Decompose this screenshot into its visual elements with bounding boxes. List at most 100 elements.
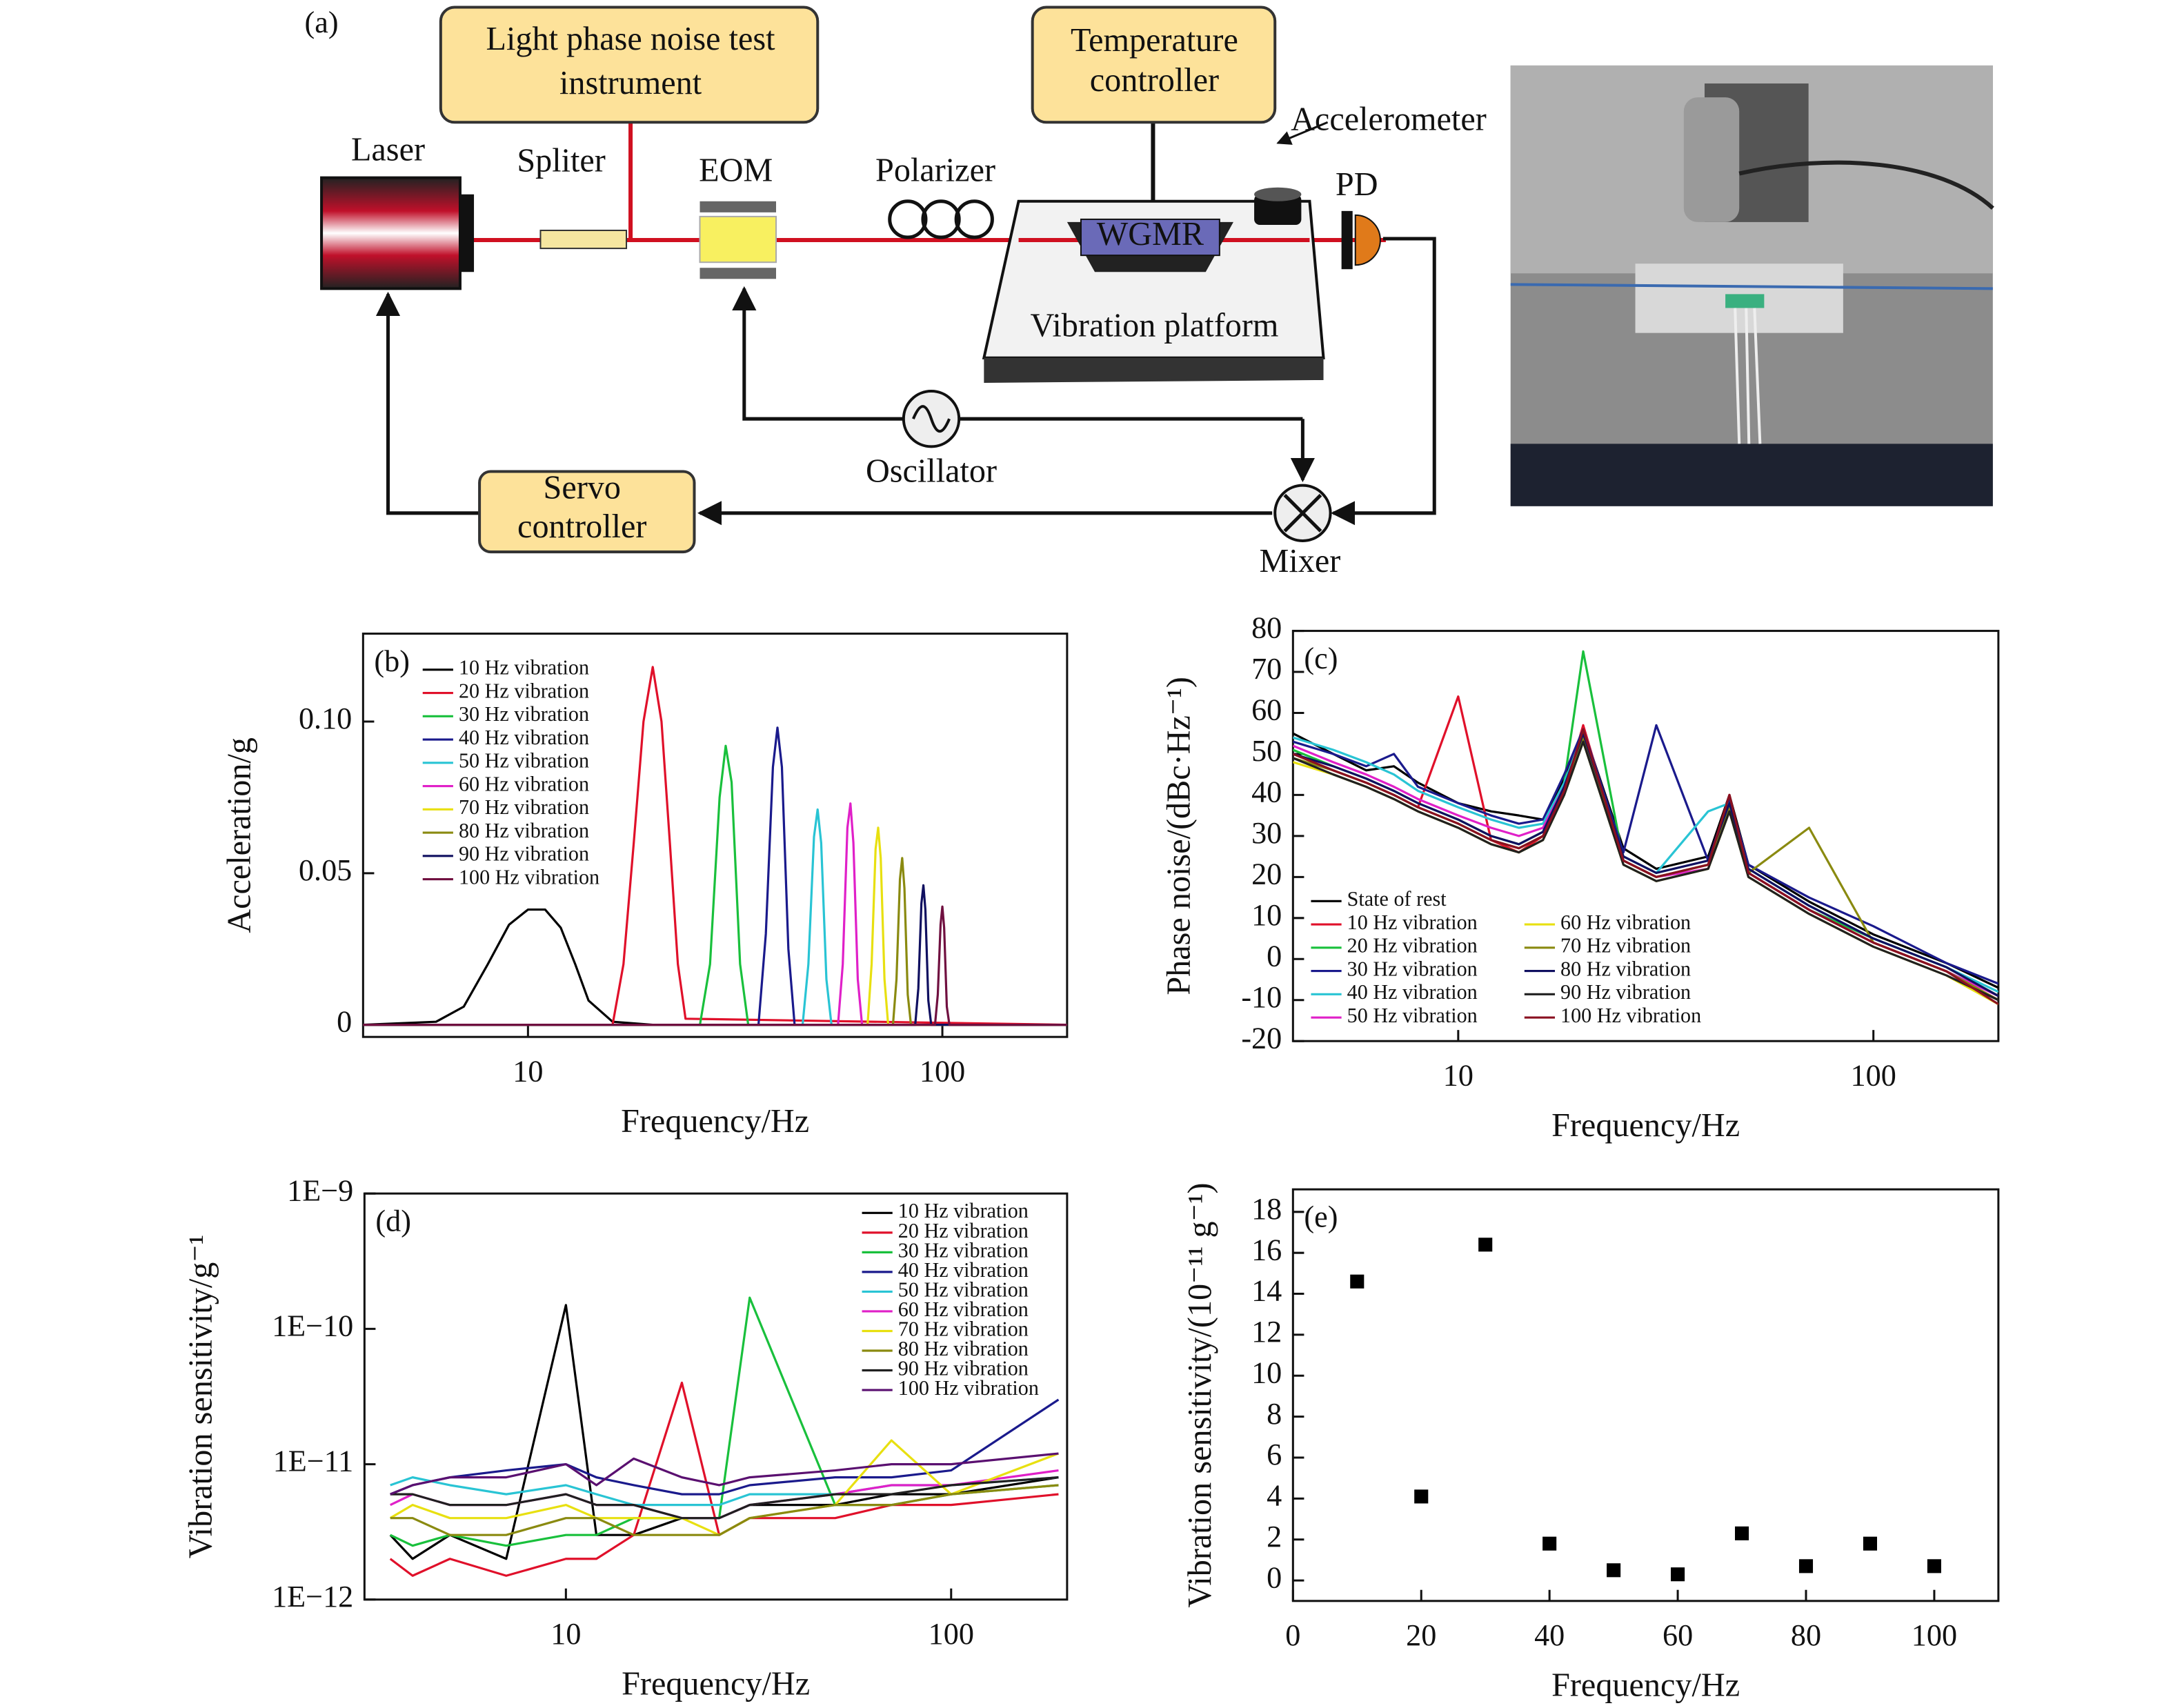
polarizer [921,199,961,239]
wire [1331,237,1436,526]
y-tick-label: 0.05 [299,853,352,887]
y-tick-label: 10 [1251,898,1282,932]
scatter-point [1414,1489,1429,1504]
photo [1725,294,1765,308]
component-label: WGMR [1097,216,1204,252]
chart-panel: 0 20 40 60 80 100 0 2 4 6 8 10 12 14 16 18 Frequency/Hz V… [1182,1182,2000,1703]
x-tick-label: 0 [1285,1618,1300,1652]
plot-frame [1291,1188,2000,1602]
legend-label: 50 Hz vibration [459,749,589,773]
instrument-box [439,6,820,124]
x-tick-label: 100 [929,1617,974,1651]
y-tick-label: 0 [1267,1560,1282,1594]
y-tick-label: 1E−11 [273,1444,354,1478]
wgmr [1080,218,1220,257]
photo [1510,283,1993,290]
legend-label: 70 Hz vibration [898,1317,1029,1340]
y-axis-label: Vibration sensitivity/g⁻¹ [182,1235,219,1558]
series-line [390,1452,1059,1496]
component-label: Oscillator [866,453,997,490]
box-label: instrument [559,65,702,101]
wire [732,286,904,421]
series-line [363,802,1067,1026]
legend-label: 30 Hz vibration [459,702,589,726]
legend-label: 50 Hz vibration [898,1278,1029,1301]
panel-label: (d) [375,1204,411,1238]
y-tick-label: 40 [1251,775,1282,809]
photo [1510,444,1993,506]
series-line [389,1381,1059,1577]
series-line [389,1304,1059,1560]
series-line [1293,728,1998,1006]
y-tick-label: -10 [1241,980,1282,1014]
panel-label: (b) [374,644,410,678]
x-tick-label: 20 [1406,1618,1436,1652]
panel-label: (e) [1304,1200,1338,1233]
y-tick-label: 6 [1267,1438,1282,1471]
scatter-point [1607,1563,1621,1578]
chart-panel: 10 100 -20 -10 0 10 20 30 40 50 60 70 80 Frequency/Hz… [1161,611,2000,1144]
servo-box [478,470,696,554]
x-axis-label: Frequency/Hz [1551,1107,1740,1144]
vibration-platform [984,357,1324,383]
oscillator [912,405,951,433]
series-line [363,666,1067,1026]
y-tick-label: 1E−9 [287,1173,353,1207]
legend-label: 50 Hz vibration [1347,1004,1478,1027]
box-label: Servo [544,470,621,506]
component-label: Polarizer [875,152,995,189]
y-tick-label: 70 [1251,652,1282,686]
temperature-box [1031,6,1277,124]
accelerometer [1254,194,1302,225]
legend-label: 80 Hz vibration [459,819,589,842]
component-label: Vibration platform [1030,308,1278,344]
legend-label: 20 Hz vibration [1347,934,1478,957]
box-label: Temperature [1071,22,1238,59]
x-tick-label: 100 [920,1055,965,1089]
y-axis-label: Vibration sensitivity/(10⁻¹¹ g⁻¹) [1182,1182,1218,1607]
x-tick-label: 60 [1663,1618,1693,1652]
y-tick-label: 10 [1251,1356,1282,1389]
chart-panel: 10 100 0 0.05 0.10 Frequency/Hz Acceleration/g… [221,633,1069,1140]
legend-label: 90 Hz vibration [1560,980,1691,1004]
series-line [363,808,1067,1026]
legend-label: 100 Hz vibration [1560,1004,1701,1027]
y-tick-label: 0 [1267,939,1282,973]
component-label: Accelerometer [1291,101,1487,137]
legend-label: 90 Hz vibration [459,842,589,866]
eom [699,215,777,264]
y-tick-label: 60 [1251,693,1282,727]
panel-label: (c) [1304,642,1338,675]
laser [459,194,475,272]
legend-label: 10 Hz vibration [1347,911,1478,934]
series-line [363,908,1067,1026]
scatter-point [1671,1567,1685,1582]
series-line [389,1439,1060,1536]
photodetector [1341,210,1353,270]
legend-label: State of rest [1347,887,1447,911]
legend-label: 90 Hz vibration [898,1356,1029,1380]
x-tick-label: 10 [550,1617,581,1651]
series-line [1293,724,1998,985]
scatter-point [1734,1526,1749,1540]
y-tick-label: 8 [1267,1397,1282,1431]
component-label: Mixer [1259,543,1340,579]
series-line [390,1398,1060,1496]
legend-label: 70 Hz vibration [459,795,589,819]
x-tick-label: 10 [513,1055,543,1089]
legend-label: 10 Hz vibration [459,656,589,679]
plot-area [363,666,1067,1026]
photo [1738,160,1994,210]
photodetector [1354,214,1381,266]
legend-label: 100 Hz vibration [459,865,599,888]
y-tick-label: 0.10 [299,702,352,735]
y-tick-label: 30 [1251,816,1282,850]
legend-label: 40 Hz vibration [459,726,589,749]
legend-label: 10 Hz vibration [898,1199,1029,1222]
series-line [363,726,1067,1026]
plot-frame [363,1192,1069,1601]
legend-label: 60 Hz vibration [1560,911,1691,934]
component-label: EOM [699,152,773,189]
series-line [363,884,1067,1026]
y-axis-label: Acceleration/g [221,737,258,933]
